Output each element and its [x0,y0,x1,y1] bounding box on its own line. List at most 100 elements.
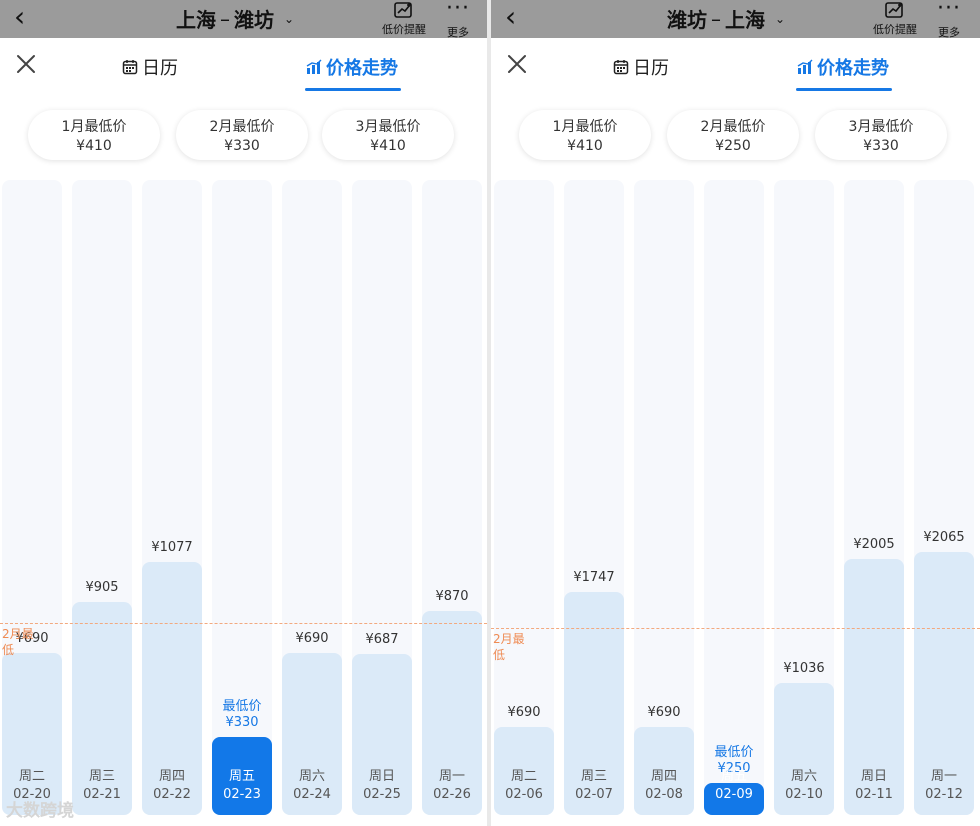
back-icon[interactable]: ‹ [14,0,26,33]
price-alert-label: 低价提醒 [873,23,917,36]
active-tab-indicator [305,88,401,91]
bar-date: 02-24 [293,787,331,802]
month-min-line [0,623,487,624]
close-icon[interactable] [505,52,529,76]
day-bar-column[interactable] [212,180,272,815]
bar-weekday: 周三 [88,769,115,784]
month-lowest-chip[interactable]: 2月最低价 ¥250 [667,110,799,160]
day-bar-column[interactable] [282,180,342,815]
bar-weekday: 周六 [790,769,817,784]
more-button[interactable]: ··· 更多 [440,0,476,40]
month-price: ¥410 [76,138,112,154]
lowest-price-bar [704,783,764,815]
route-to: 上海 [725,8,765,32]
tab-price-trend-label: 价格走势 [817,58,889,79]
day-bar-column[interactable] [914,180,974,815]
tab-calendar[interactable]: 日历 [122,54,178,80]
day-bar-column[interactable] [2,180,62,815]
route-from: 潍坊 [667,8,707,32]
route-dash: – [220,6,230,31]
more-icon: ··· [446,0,470,21]
tab-calendar-label: 日历 [142,58,178,79]
bar-date: 02-11 [855,787,893,802]
lowest-price-tag: 最低价 [222,699,262,714]
day-bar-column[interactable] [844,180,904,815]
nav-bar: ‹ 上海 – 潍坊 ⌄ 低价提醒 ··· 更多 [0,0,487,40]
trend-alert-icon [885,2,903,18]
more-icon: ··· [937,0,961,21]
price-bar [914,552,974,815]
day-bar-column[interactable] [634,180,694,815]
day-bar-column[interactable] [72,180,132,815]
panel-return: ‹ 潍坊 – 上海 ⌄ 低价提醒 ··· 更多 日历 价格走势 1月最低价 ¥410 2月最低价 ¥250… [491,0,980,826]
watermark: 大数跨境 [6,801,74,821]
bar-date: 02-23 [223,787,261,802]
day-bar-column[interactable] [774,180,834,815]
more-button[interactable]: ··· 更多 [931,0,967,40]
price-bar [774,683,834,815]
bar-price-label: ¥1036 [783,661,825,676]
bar-date: 02-21 [83,787,121,802]
bar-weekday: 周日 [368,769,395,784]
more-label: 更多 [447,26,469,39]
month-price: ¥250 [715,138,751,154]
month-label: 3月最低价 [848,119,914,135]
bar-date: 02-25 [363,787,401,802]
bar-weekday: 周日 [860,769,887,784]
bar-weekday: 周三 [580,769,607,784]
day-bar-column[interactable] [422,180,482,815]
bar-date: 02-08 [645,787,683,802]
day-bar-column[interactable] [352,180,412,815]
bar-date: 02-06 [505,787,543,802]
back-icon[interactable]: ‹ [505,0,517,33]
route-title[interactable]: 上海 – 潍坊 ⌄ [176,4,294,33]
chevron-down-icon: ⌄ [775,11,786,26]
month-min-label: 2月最低 [493,632,525,662]
tab-price-trend[interactable]: 价格走势 [306,54,398,80]
day-bar-column[interactable] [494,180,554,815]
bar-price-label: ¥687 [365,632,399,647]
price-bar [142,562,202,815]
price-bar [422,611,482,815]
month-lowest-chip[interactable]: 1月最低价 ¥410 [28,110,160,160]
month-lowest-chip[interactable]: 3月最低价 ¥410 [322,110,454,160]
price-alert-button[interactable]: 低价提醒 [869,2,921,37]
month-label: 1月最低价 [552,119,618,135]
tab-price-trend-label: 价格走势 [326,58,398,79]
bar-chart-icon [306,59,322,74]
price-alert-button[interactable]: 低价提醒 [378,2,430,37]
month-label: 1月最低价 [61,119,127,135]
month-lowest-chip[interactable]: 1月最低价 ¥410 [519,110,651,160]
bar-weekday: 周五 [228,769,255,784]
bar-price-label: ¥2065 [923,530,965,545]
lowest-price-bar [212,737,272,815]
lowest-price-tag: 最低价 [714,745,754,760]
day-bar-column[interactable] [704,180,764,815]
bar-date: 02-26 [433,787,471,802]
month-price: ¥410 [567,138,603,154]
price-bar [282,653,342,815]
bar-date: 02-20 [13,787,51,802]
nav-bar: ‹ 潍坊 – 上海 ⌄ 低价提醒 ··· 更多 [491,0,980,40]
tab-price-trend[interactable]: 价格走势 [797,54,889,80]
month-label: 3月最低价 [355,119,421,135]
bar-price-label: ¥250 [717,761,751,776]
price-sheet: 日历 价格走势 1月最低价 ¥410 2月最低价 ¥330 3月最低价 ¥410 ¥690 周二 0… [0,38,487,826]
month-lowest-chip[interactable]: 2月最低价 ¥330 [176,110,308,160]
price-bar [494,727,554,815]
bar-price-label: ¥1747 [573,570,615,585]
day-bar-column[interactable] [142,180,202,815]
day-bar-column[interactable] [564,180,624,815]
month-label: 2月最低价 [700,119,766,135]
calendar-icon [122,60,138,75]
route-from: 上海 [176,8,216,32]
bar-weekday: 周一 [930,769,957,784]
bar-price-label: ¥905 [85,580,119,595]
month-price: ¥330 [224,138,260,154]
tab-calendar[interactable]: 日历 [613,54,669,80]
route-title[interactable]: 潍坊 – 上海 ⌄ [667,4,785,33]
month-lowest-chip[interactable]: 3月最低价 ¥330 [815,110,947,160]
close-icon[interactable] [14,52,38,76]
bar-price-label: ¥690 [295,631,329,646]
bar-date: 02-12 [925,787,963,802]
